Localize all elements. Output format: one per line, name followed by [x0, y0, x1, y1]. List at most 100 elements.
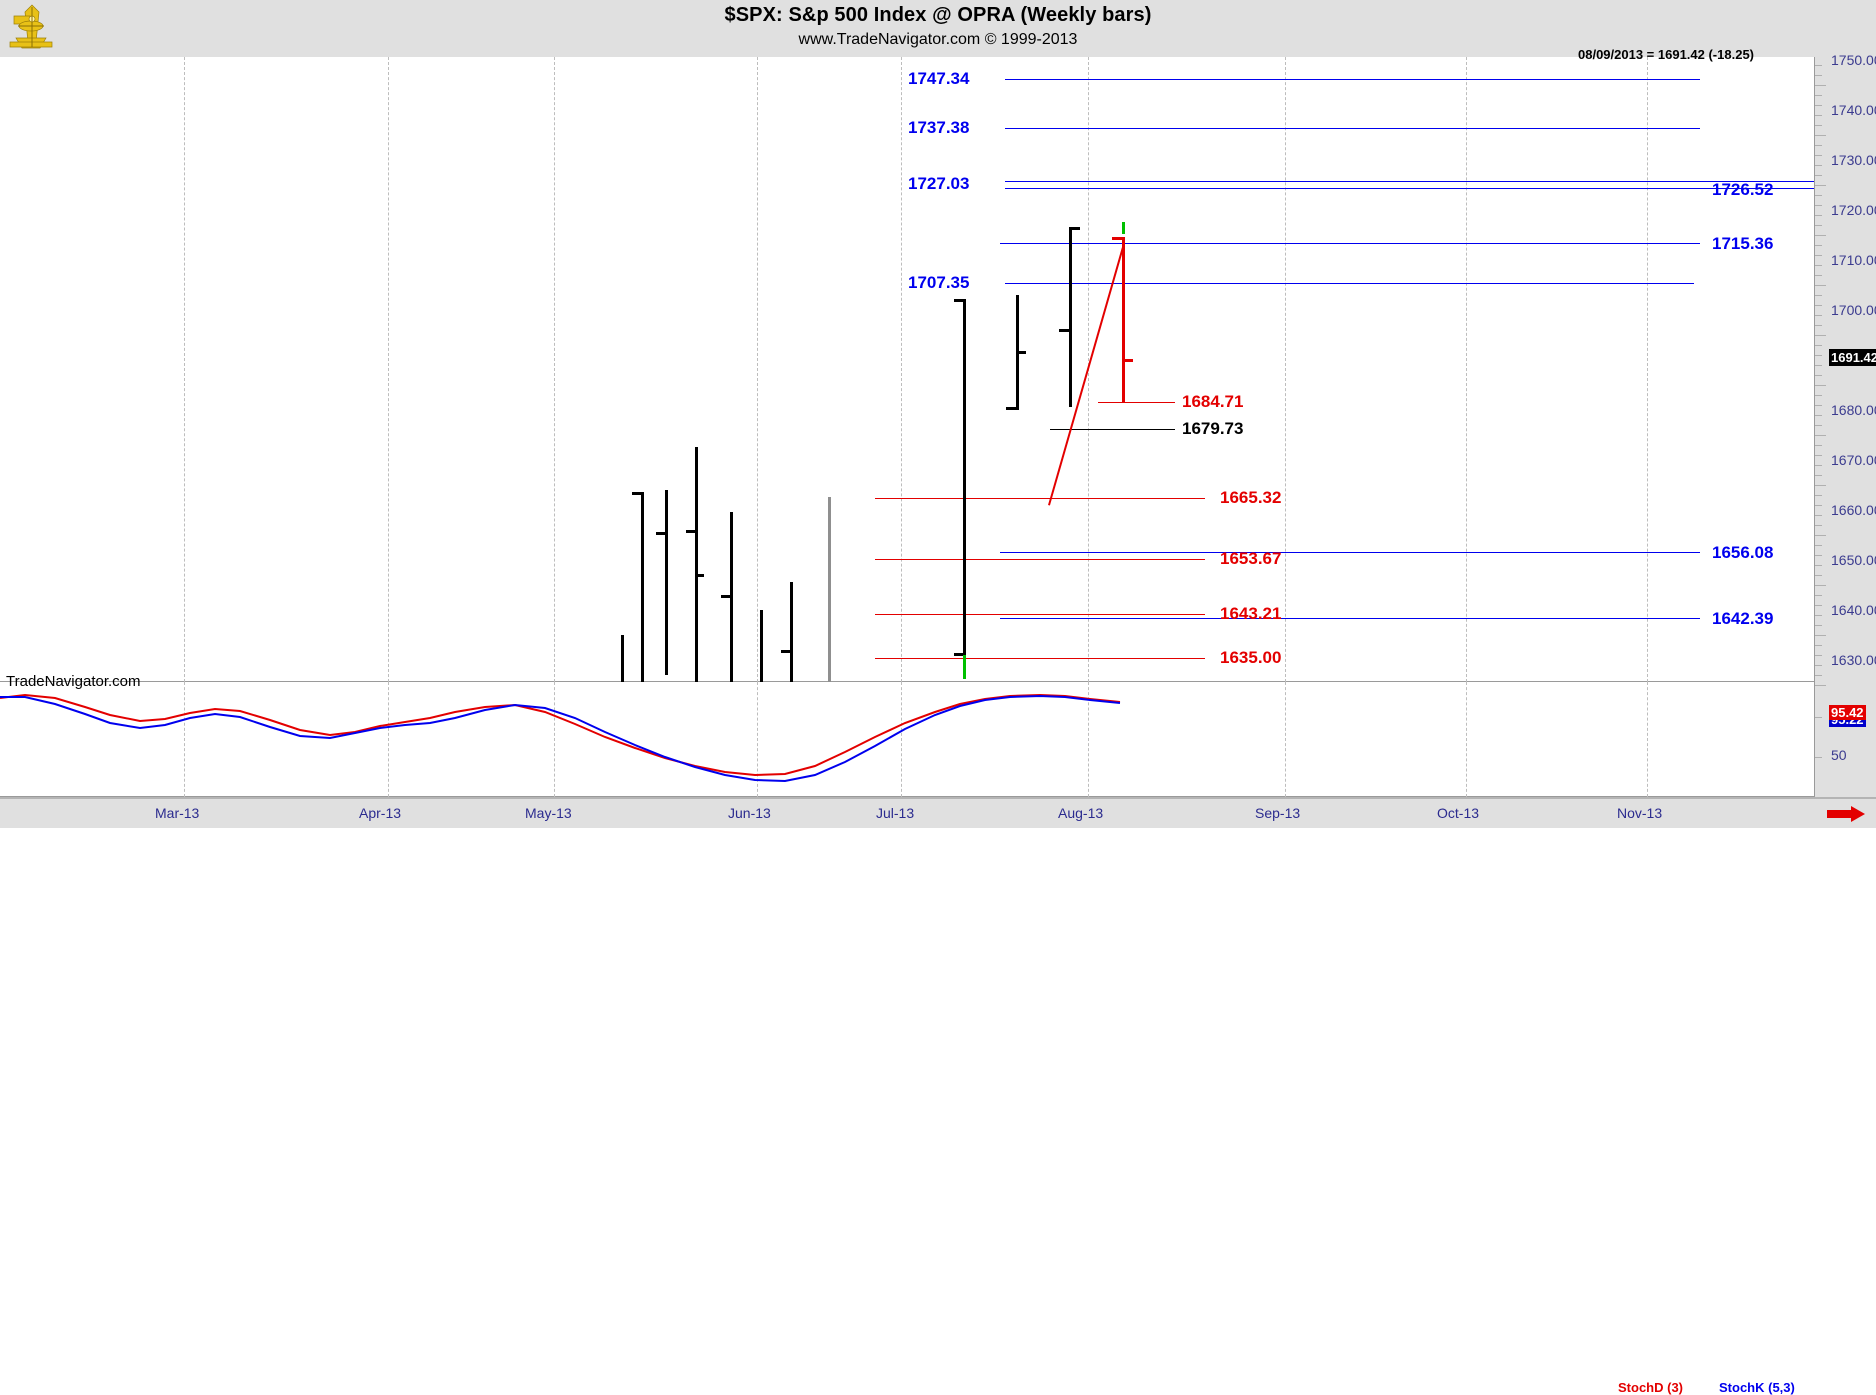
axis-tick-major	[1815, 385, 1826, 386]
gridline-oct	[1466, 57, 1467, 682]
gridline-osc-nov	[1647, 682, 1648, 797]
date-axis-label: Sep-13	[1255, 805, 1301, 821]
gridline-osc-apr	[388, 682, 389, 797]
axis-tick	[1815, 405, 1822, 406]
level-line-1643	[875, 614, 1205, 615]
last-price-tag: 1691.42	[1829, 349, 1876, 366]
date-axis-label: Mar-13	[155, 805, 200, 821]
axis-tick	[1815, 275, 1822, 276]
axis-tick	[1815, 645, 1822, 646]
axis-tick-major	[1815, 485, 1826, 486]
quote-readout: 08/09/2013 = 1691.42 (-18.25)	[1578, 47, 1755, 62]
axis-tick	[1815, 365, 1822, 366]
level-label-1707: 1707.35	[908, 273, 970, 292]
scroll-arrow-icon[interactable]	[1827, 805, 1867, 823]
axis-tick	[1815, 475, 1822, 476]
level-label-1642: 1642.39	[1712, 609, 1774, 628]
date-axis-label: Oct-13	[1437, 805, 1480, 821]
axis-tick	[1815, 315, 1822, 316]
axis-tick	[1815, 165, 1822, 166]
axis-tick	[1815, 155, 1822, 156]
watermark: TradeNavigator.com	[6, 673, 141, 690]
level-label-1747: 1747.34	[908, 69, 970, 88]
axis-tick	[1815, 175, 1822, 176]
axis-tick	[1815, 195, 1822, 196]
gridline-osc-mar	[184, 682, 185, 797]
ohlc-open-tick	[1006, 407, 1016, 410]
level-line-1747	[1005, 79, 1700, 80]
date-axis-label: Apr-13	[359, 805, 402, 821]
ohlc-bar-up	[963, 655, 966, 679]
level-line-1726	[1005, 188, 1814, 189]
osc-axis-label-50: 50	[1831, 747, 1847, 763]
price-axis[interactable]: 1750.00 1740.00 1730.00 1720.00 1710.00 …	[1814, 52, 1876, 797]
ohlc-high-stub	[1122, 222, 1125, 234]
sextant-icon	[9, 4, 53, 49]
level-label-1715: 1715.36	[1712, 234, 1774, 253]
chart-subtitle: www.TradeNavigator.com © 1999-2013	[798, 31, 1078, 48]
axis-tick-major	[1815, 285, 1826, 286]
gridline-osc-sep	[1285, 682, 1286, 797]
axis-tick	[1815, 445, 1822, 446]
price-plot[interactable]: 1747.34 1737.38 1727.03 1707.35 1726.52 …	[0, 57, 1814, 746]
axis-tick	[1815, 625, 1822, 626]
level-label-1653: 1653.67	[1220, 549, 1282, 568]
axis-tick	[1815, 75, 1822, 76]
price-axis-label: 1680.00	[1831, 402, 1876, 418]
stoch-d-legend: StochD (3)	[1618, 1380, 1683, 1395]
ohlc-close-tick	[1122, 359, 1133, 362]
axis-tick	[1815, 525, 1822, 526]
axis-tick	[1815, 575, 1822, 576]
axis-tick	[1815, 265, 1822, 266]
axis-tick	[1815, 325, 1822, 326]
axis-tick	[1815, 105, 1822, 106]
ohlc-bar	[695, 447, 698, 710]
level-line-1727	[1005, 181, 1814, 182]
page-title: $SPX: S&p 500 Index @ OPRA (Weekly bars)	[724, 4, 1152, 26]
level-label-1737: 1737.38	[908, 118, 970, 137]
level-label-1643: 1643.21	[1220, 604, 1282, 623]
level-line-1684	[1098, 402, 1175, 403]
axis-tick	[1815, 345, 1822, 346]
axis-tick	[1815, 555, 1822, 556]
axis-tick-major	[1815, 335, 1826, 336]
level-label-1635: 1635.00	[1220, 648, 1282, 667]
price-axis-label: 1660.00	[1831, 502, 1876, 518]
level-label-1726: 1726.52	[1712, 180, 1774, 199]
ohlc-bar	[760, 610, 763, 742]
axis-tick	[1815, 215, 1822, 216]
axis-tick-major	[1815, 435, 1826, 436]
ohlc-bar	[963, 299, 966, 657]
axis-tick-major	[1815, 135, 1826, 136]
gridline-osc-aug	[1088, 682, 1089, 797]
ohlc-bar-inactive	[828, 497, 831, 745]
gridline-apr	[388, 57, 389, 682]
level-line-1656	[1000, 552, 1700, 553]
ohlc-bar	[641, 492, 644, 735]
ohlc-open-tick	[1112, 237, 1122, 240]
price-axis-label: 1700.00	[1831, 302, 1876, 318]
gridline-mar	[184, 57, 185, 682]
ohlc-bar-down	[1122, 237, 1125, 402]
price-axis-label: 1750.00	[1831, 52, 1876, 68]
axis-tick	[1815, 545, 1822, 546]
date-axis[interactable]: Mar-13 Apr-13 May-13 Jun-13 Jul-13 Aug-1…	[0, 797, 1876, 828]
level-line-1715	[1000, 243, 1700, 244]
level-label-1684: 1684.71	[1182, 392, 1244, 411]
axis-tick	[1815, 415, 1822, 416]
stochastic-curves	[0, 693, 1121, 783]
price-axis-label: 1740.00	[1831, 102, 1876, 118]
date-axis-label: May-13	[525, 805, 572, 821]
gridline-jul	[901, 57, 902, 682]
axis-tick-major	[1815, 85, 1826, 86]
gridline-osc-jul	[901, 682, 902, 797]
level-label-1679: 1679.73	[1182, 419, 1244, 438]
ohlc-bar	[1069, 227, 1072, 407]
stochastic-panel[interactable]: StochD (3) StochK (5,3)	[0, 682, 1814, 1395]
gridline-nov	[1647, 57, 1648, 682]
axis-tick	[1815, 757, 1822, 758]
axis-tick	[1815, 205, 1822, 206]
ohlc-open-tick	[954, 299, 964, 302]
axis-tick	[1815, 655, 1822, 656]
axis-tick	[1815, 95, 1822, 96]
